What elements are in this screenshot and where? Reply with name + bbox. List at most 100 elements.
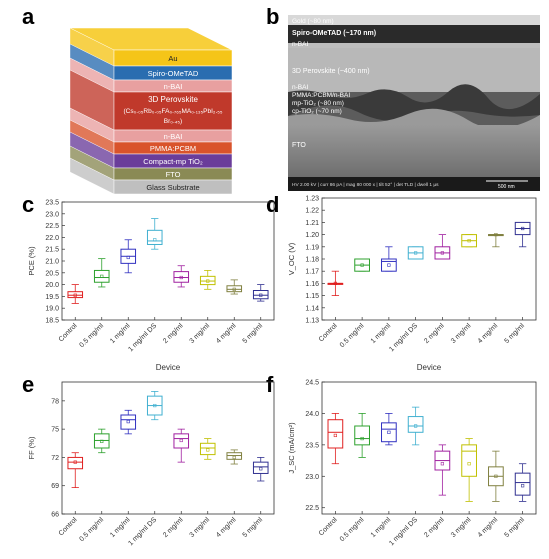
sem-cross-section: Gold (~80 nm) Spiro-OMeTAD (~170 nm) n-B… bbox=[288, 15, 540, 191]
box-mean bbox=[414, 424, 418, 428]
x-tick-label: 0.5 mg/ml bbox=[78, 516, 105, 543]
y-tick-label: 23.5 bbox=[305, 442, 319, 449]
box-mean bbox=[259, 467, 263, 471]
x-tick-label: 1 mg/ml bbox=[109, 322, 132, 345]
y-tick-label: 72 bbox=[51, 455, 59, 462]
stack-label-7: FTO bbox=[166, 170, 181, 179]
box-mean bbox=[206, 279, 210, 283]
y-tick-label: 24.0 bbox=[305, 411, 319, 418]
box-iqr bbox=[146, 229, 163, 245]
y-tick-label: 1.21 bbox=[305, 220, 319, 227]
sem-label-perovskite: 3D Perovskite (~400 nm) bbox=[292, 68, 370, 75]
box-mean bbox=[100, 439, 104, 443]
box-iqr bbox=[93, 269, 110, 283]
sem-gold-layer bbox=[288, 15, 540, 25]
stack-label-2: n-BAI bbox=[164, 82, 183, 91]
x-tick-label: 0.5 mg/ml bbox=[339, 322, 366, 349]
x-tick-label: 1 mg/ml bbox=[370, 322, 393, 345]
box-mean bbox=[126, 255, 130, 260]
sem-info-text: HV 2.00 kV | curr 86 pA | mag 80 000 x |… bbox=[292, 182, 439, 188]
x-tick-label: 4 mg/ml bbox=[215, 516, 238, 539]
y-tick-label: 1.20 bbox=[305, 232, 319, 239]
box-iqr bbox=[354, 425, 370, 446]
sem-spiro-layer bbox=[288, 25, 540, 43]
sem-scalebar-label: 500 nm bbox=[498, 184, 515, 190]
sem-cp-tio2-layer bbox=[288, 108, 540, 129]
x-tick-label: 3 mg/ml bbox=[450, 516, 473, 539]
box-iqr bbox=[199, 275, 216, 286]
y-tick-label: 78 bbox=[51, 398, 59, 405]
panel-letter-c: c bbox=[22, 192, 35, 217]
box-mean bbox=[494, 474, 498, 478]
x-tick-label: 1 mg/ml DS bbox=[388, 516, 419, 547]
sem-pmma-mp-layer bbox=[288, 84, 540, 121]
x-tick-label: 0.5 mg/ml bbox=[339, 516, 366, 543]
y-tick-label: 22.5 bbox=[45, 223, 59, 230]
sem-nbai-layer bbox=[288, 43, 540, 48]
sem-label-nbai1: n-BAI bbox=[292, 41, 308, 48]
y-tick-label: 21.5 bbox=[45, 247, 59, 254]
box-mean bbox=[232, 287, 236, 291]
sem-info-bar bbox=[288, 177, 540, 191]
box-mean bbox=[414, 251, 418, 255]
y-tick-label: 20.0 bbox=[45, 282, 59, 289]
stack-label-0: Au bbox=[168, 54, 177, 63]
y-tick-label: 24.5 bbox=[305, 380, 319, 387]
box-mean bbox=[360, 263, 364, 267]
box-mean bbox=[494, 232, 498, 237]
y-tick-label: 19.5 bbox=[45, 294, 59, 301]
box-mean bbox=[387, 430, 391, 434]
sem-perovskite-layer bbox=[288, 48, 540, 92]
box-iqr bbox=[252, 461, 269, 474]
x-tick-label: 4 mg/ml bbox=[477, 516, 500, 539]
y-tick-label: 18.5 bbox=[45, 318, 59, 325]
x-tick-label: Control bbox=[58, 516, 79, 537]
sem-label-cptio2: cp-TiO₂ (~70 nm) bbox=[292, 108, 342, 115]
y-axis-label: V_OC (V) bbox=[287, 242, 296, 275]
panel-letter-d: d bbox=[266, 192, 280, 217]
x-tick-label: 3 mg/ml bbox=[189, 516, 212, 539]
box-mean bbox=[73, 293, 77, 297]
voc-box-chart: 1.13 1.14 1.15 1.16 1.17 1.18 1.19 1.20 1.21 1.22… bbox=[287, 196, 537, 372]
box-mean bbox=[387, 263, 391, 267]
y-tick-label: 1.19 bbox=[305, 244, 319, 251]
sem-label-fto: FTO bbox=[292, 142, 306, 149]
x-tick-label: 5 mg/ml bbox=[503, 322, 526, 345]
box-iqr bbox=[252, 290, 269, 300]
box-mean bbox=[333, 433, 337, 438]
box-mean bbox=[153, 403, 157, 408]
box-iqr bbox=[199, 442, 216, 456]
plot-frame bbox=[61, 201, 275, 321]
y-tick-label: 1.22 bbox=[305, 208, 319, 215]
x-tick-label: 1 mg/ml DS bbox=[127, 516, 158, 547]
box-iqr bbox=[461, 444, 477, 477]
x-tick-label: 1 mg/ml DS bbox=[127, 322, 158, 353]
stack-label-5: PMMA:PCBM bbox=[150, 144, 196, 153]
y-tick-label: 20.5 bbox=[45, 270, 59, 277]
stack-label-1: Spiro-OMeTAD bbox=[148, 69, 199, 78]
stack-front-8 bbox=[113, 179, 233, 195]
stack-front-3 bbox=[113, 91, 233, 131]
box-iqr bbox=[120, 414, 137, 430]
x-tick-label: 3 mg/ml bbox=[450, 322, 473, 345]
y-axis-label: J_SC (mA/cm²) bbox=[287, 422, 296, 474]
box-iqr bbox=[173, 433, 190, 449]
box-mean bbox=[126, 419, 130, 424]
y-tick-label: 1.16 bbox=[305, 281, 319, 288]
box-iqr bbox=[381, 422, 397, 443]
sem-label-gold: Gold (~80 nm) bbox=[292, 18, 334, 25]
box-mean bbox=[333, 281, 337, 285]
y-axis-label: PCE (%) bbox=[27, 246, 36, 276]
x-tick-label: Control bbox=[58, 322, 79, 343]
box-mean bbox=[206, 448, 210, 452]
plot-frame bbox=[321, 381, 537, 515]
device-stack-diagram: Au Spiro-OMeTAD n-BAI 3D Perovskite (Cs₀.₀₅R… bbox=[69, 27, 233, 195]
box-mean bbox=[521, 484, 525, 488]
box-mean bbox=[521, 226, 525, 231]
box-mean bbox=[153, 238, 157, 242]
panel-letter-a: a bbox=[22, 4, 35, 29]
panel-letter-f: f bbox=[266, 372, 274, 397]
box-mean bbox=[179, 275, 183, 280]
x-tick-label: 1 mg/ml bbox=[370, 516, 393, 539]
stack-label-3: 3D Perovskite bbox=[148, 95, 198, 104]
